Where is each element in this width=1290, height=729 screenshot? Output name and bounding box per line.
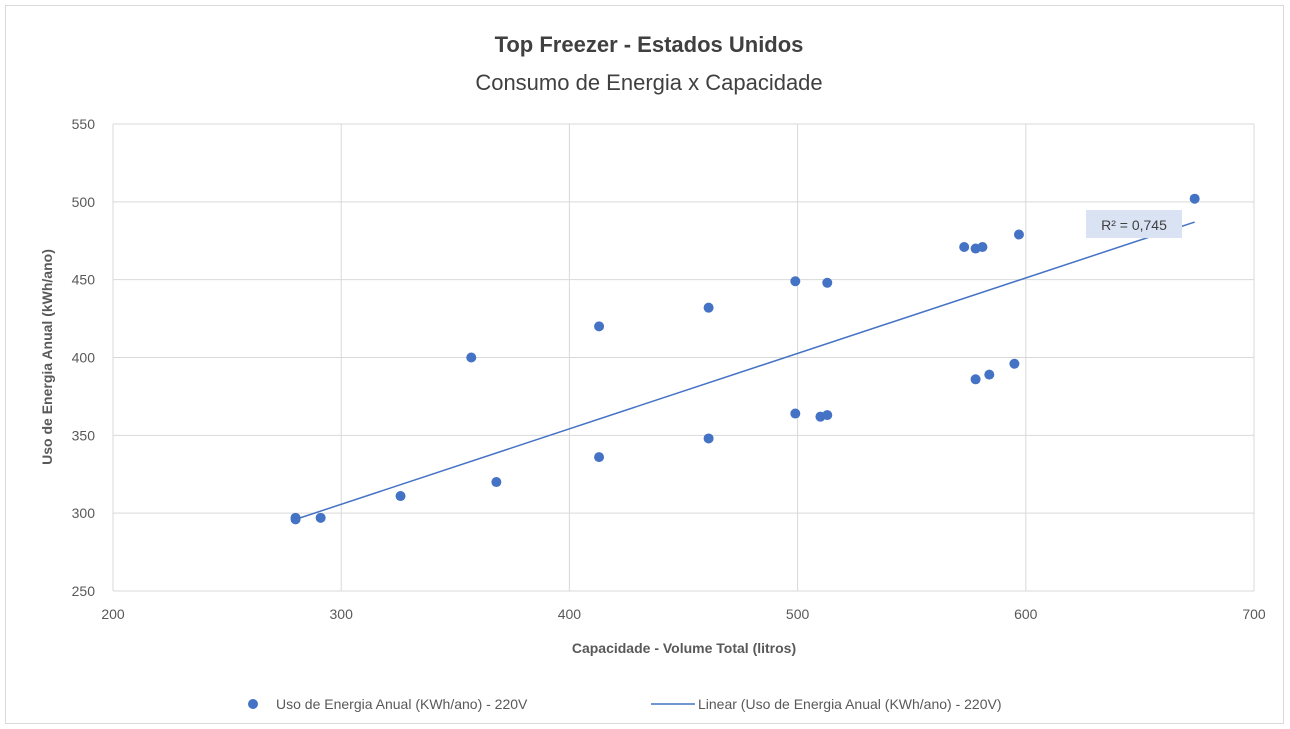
legend: Uso de Energia Anual (KWh/ano) - 220V Li… — [248, 696, 1002, 712]
data-point — [594, 321, 605, 332]
y-axis-ticks: 250 300 350 400 450 500 550 — [72, 116, 96, 599]
y-tick-label: 400 — [72, 350, 96, 366]
chart-subtitle: Consumo de Energia x Capacidade — [475, 70, 822, 95]
r2-label-group: R² = 0,745 — [1086, 210, 1182, 238]
data-point — [822, 410, 833, 421]
legend-label-trendline: Linear (Uso de Energia Anual (KWh/ano) -… — [698, 696, 1002, 712]
trendline — [295, 221, 1195, 521]
x-axis-title: Capacidade - Volume Total (litros) — [572, 640, 796, 656]
x-tick-label: 600 — [1014, 606, 1038, 622]
data-points — [290, 193, 1200, 525]
data-point — [970, 374, 981, 385]
legend-marker-scatter — [248, 699, 258, 709]
x-tick-label: 200 — [101, 606, 125, 622]
data-point — [395, 491, 406, 502]
y-tick-label: 450 — [72, 272, 96, 288]
y-tick-label: 500 — [72, 194, 96, 210]
y-tick-label: 550 — [72, 116, 96, 132]
data-point — [977, 241, 988, 252]
data-point — [703, 302, 714, 313]
x-tick-label: 400 — [558, 606, 582, 622]
data-point — [703, 433, 714, 444]
data-point — [290, 514, 301, 525]
data-point — [466, 352, 477, 363]
y-tick-label: 300 — [72, 505, 96, 521]
data-point — [959, 241, 970, 252]
data-point — [822, 277, 833, 288]
data-point — [1189, 193, 1200, 204]
data-point — [790, 408, 801, 419]
chart-title: Top Freezer - Estados Unidos — [495, 32, 804, 57]
y-tick-label: 350 — [72, 427, 96, 443]
legend-label-scatter: Uso de Energia Anual (KWh/ano) - 220V — [276, 696, 528, 712]
data-point — [315, 512, 326, 523]
y-tick-label: 250 — [72, 583, 96, 599]
r2-label: R² = 0,745 — [1101, 217, 1167, 233]
data-point — [790, 276, 801, 287]
gridlines — [112, 123, 1255, 592]
x-tick-label: 300 — [330, 606, 354, 622]
data-point — [594, 452, 605, 463]
trendline-group — [295, 221, 1195, 521]
r2-label-background — [1086, 210, 1182, 238]
data-point — [1009, 358, 1020, 369]
data-point — [491, 477, 502, 488]
y-axis-title: Uso de Energia Anual (kWh/ano) — [39, 249, 55, 465]
data-point — [1013, 229, 1024, 240]
x-axis-ticks: 200 300 400 500 600 700 — [101, 606, 1266, 622]
x-tick-label: 500 — [786, 606, 810, 622]
data-point — [984, 369, 995, 380]
chart-frame — [5, 5, 1284, 724]
x-tick-label: 700 — [1242, 606, 1266, 622]
